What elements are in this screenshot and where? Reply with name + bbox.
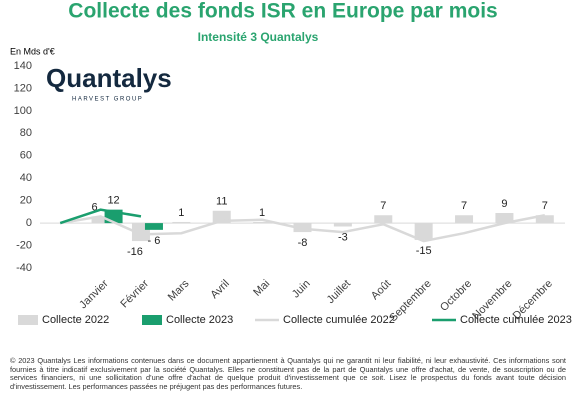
y-tick-label: 0 [26,217,32,229]
y-tick-label: 40 [20,172,32,184]
data-label: -3 [338,231,348,243]
bar [535,215,554,224]
x-tick-label: Mars [166,277,192,303]
y-tick-label: -20 [16,239,32,251]
data-label: -8 [298,237,308,249]
disclaimer: © 2023 Quantalys Les informations conten… [10,356,566,391]
x-tick-label: Février [118,277,151,310]
data-label: 7 [542,200,548,212]
bar [455,215,474,224]
bar [374,215,393,224]
data-label: 7 [461,200,467,212]
bar [91,216,110,224]
x-tick-label: Avril [208,278,231,301]
y-tick-label: 60 [20,150,32,162]
data-label: 9 [501,198,507,210]
data-label: 6 [92,201,98,213]
bar [144,223,163,230]
legend-swatch [142,315,162,325]
logo: Quantalys [46,63,172,93]
y-tick-label: 20 [20,195,32,207]
data-label: -16 [127,246,143,258]
y-axis-label: En Mds d'€ [10,46,55,56]
data-label: 7 [380,200,386,212]
y-tick-label: 100 [14,105,32,117]
data-label: 11 [216,196,227,208]
x-tick-label: Juillet [325,278,353,306]
data-label: -15 [416,245,432,257]
chart-title: Collecte des fonds ISR en Europe par moi… [68,0,497,23]
logo-tagline: HARVEST GROUP [72,97,143,103]
data-label: 12 [107,195,119,207]
bar [414,223,433,240]
x-tick-label: Janvier [77,277,111,311]
y-tick-label: 120 [14,82,32,94]
bar [495,213,514,224]
y-tick-label: 80 [20,127,32,139]
data-label: 1 [178,207,184,219]
chart: Collecte des fonds ISR en Europe par moi… [10,0,572,326]
bar [253,221,272,224]
legend-label: Collecte 2022 [42,314,109,326]
line [59,208,142,225]
y-tick-label: 140 [14,60,32,72]
data-label: 1 [259,207,265,219]
x-tick-label: Mai [251,278,272,299]
chart-subtitle: Intensité 3 Quantalys [198,30,319,44]
line [59,214,546,243]
legend-label: Collecte 2023 [166,314,233,326]
x-tick-label: Octobre [438,278,474,314]
bar [333,223,352,227]
x-tick-label: Août [369,278,393,302]
y-tick-label: -40 [16,262,32,274]
data-label: - 6 [148,235,161,247]
legend-label: Collecte cumulée 2022 [283,314,395,326]
legend-swatch [18,315,38,325]
legend-label: Collecte cumulée 2023 [460,314,572,326]
bar [172,221,191,224]
x-tick-label: Juin [290,278,313,301]
